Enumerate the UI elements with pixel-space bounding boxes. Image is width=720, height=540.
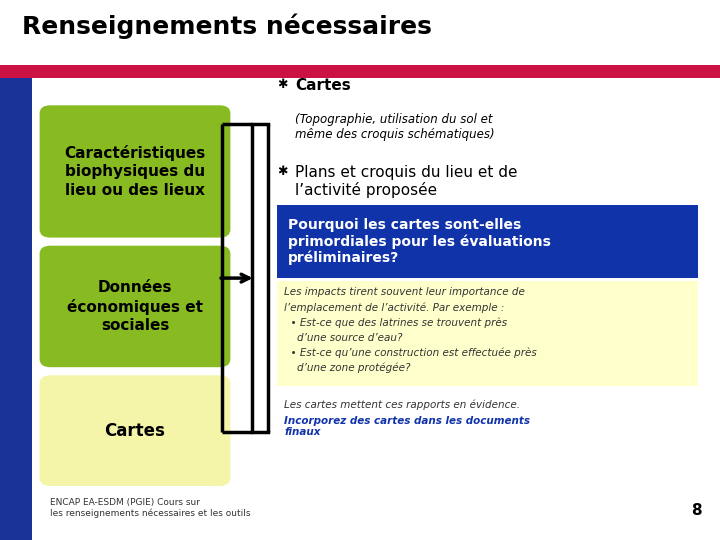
Text: Renseignements nécessaires: Renseignements nécessaires [22,14,431,39]
Text: Les impacts tirent souvent leur importance de: Les impacts tirent souvent leur importan… [284,287,526,298]
Bar [0,65,720,78]
Bar [0,78,32,540]
FancyBboxPatch shape [40,375,230,486]
Bar [277,281,698,386]
Text: Plans et croquis du lieu et de
l’activité proposée: Plans et croquis du lieu et de l’activit… [295,165,518,198]
Text: (Topographie, utilisation du sol et
même des croquis schématiques): (Topographie, utilisation du sol et même… [295,113,495,141]
Text: ✱: ✱ [277,78,288,91]
Bar [277,205,698,278]
Text: • Est-ce que des latrines se trouvent près: • Est-ce que des latrines se trouvent pr… [284,318,508,328]
Text: Caractéristiques
biophysiques du
lieu ou des lieux: Caractéristiques biophysiques du lieu ou… [64,145,206,198]
Bar [0,0,720,65]
Text: ✱: ✱ [277,165,288,178]
Text: ENCAP EA-ESDM (PGIE) Cours sur
les renseignements nécessaires et les outils: ENCAP EA-ESDM (PGIE) Cours sur les rense… [50,498,251,518]
Text: d’une source d’eau?: d’une source d’eau? [284,333,403,343]
Text: Données
économiques et
sociales: Données économiques et sociales [67,280,203,333]
Text: 8: 8 [691,503,702,518]
FancyBboxPatch shape [40,105,230,238]
FancyBboxPatch shape [40,246,230,367]
Text: Incorporez des cartes dans les documents
finaux: Incorporez des cartes dans les documents… [284,416,531,437]
Bar [32,78,720,540]
Text: d’une zone protégée?: d’une zone protégée? [284,363,411,373]
Text: Les cartes mettent ces rapports en évidence.: Les cartes mettent ces rapports en évide… [284,400,521,410]
Text: Cartes: Cartes [104,422,166,440]
Text: l’emplacement de l’activité. Par exemple :: l’emplacement de l’activité. Par exemple… [284,302,505,313]
Text: Cartes: Cartes [295,78,351,93]
Text: • Est-ce qu’une construction est effectuée près: • Est-ce qu’une construction est effectu… [284,348,537,358]
Text: Pourquoi les cartes sont-elles
primordiales pour les évaluations
préliminaires?: Pourquoi les cartes sont-elles primordia… [288,218,551,266]
